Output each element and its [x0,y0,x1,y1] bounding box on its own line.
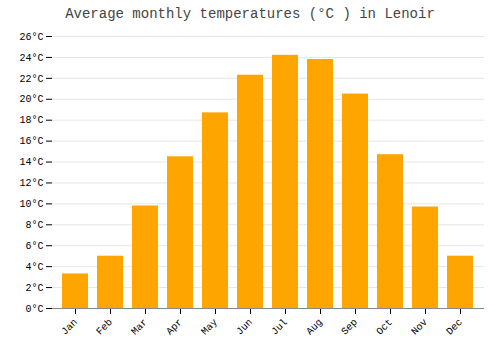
svg-text:Dec: Dec [444,317,465,338]
svg-text:Jun: Jun [234,317,255,338]
svg-text:Mar: Mar [129,317,150,338]
svg-text:Apr: Apr [164,317,185,338]
svg-text:10°C: 10°C [19,199,43,210]
svg-text:Feb: Feb [94,317,115,338]
svg-text:20°C: 20°C [19,94,43,105]
svg-text:22°C: 22°C [19,74,43,85]
html-text:Average monthly temperatures (: Average monthly temperatures (°C ) in Le… [65,6,435,22]
svg-text:24°C: 24°C [19,53,43,64]
svg-text:2°C: 2°C [25,283,43,294]
svg-text:May: May [199,317,220,338]
svg-text:16°C: 16°C [19,136,43,147]
svg-text:Nov: Nov [409,317,430,338]
svg-text:Aug: Aug [304,317,325,338]
svg-text:4°C: 4°C [25,262,43,273]
svg-text:18°C: 18°C [19,115,43,126]
svg-text:Oct: Oct [374,317,395,338]
svg-text:26°C: 26°C [19,32,43,43]
svg-text:Sep: Sep [339,317,360,338]
svg-text:6°C: 6°C [25,241,43,252]
svg-text:0°C: 0°C [25,304,43,315]
svg-text:Jul: Jul [269,317,290,338]
svg-text:8°C: 8°C [25,220,43,231]
svg-text:Jan: Jan [59,317,80,338]
svg-text:12°C: 12°C [19,178,43,189]
svg-text:14°C: 14°C [19,157,43,168]
